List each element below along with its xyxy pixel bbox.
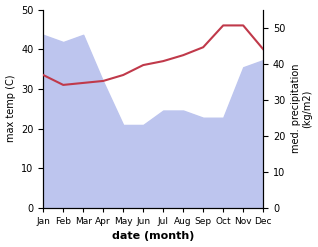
X-axis label: date (month): date (month)	[112, 231, 194, 242]
Y-axis label: max temp (C): max temp (C)	[5, 75, 16, 143]
Y-axis label: med. precipitation
(kg/m2): med. precipitation (kg/m2)	[291, 64, 313, 153]
